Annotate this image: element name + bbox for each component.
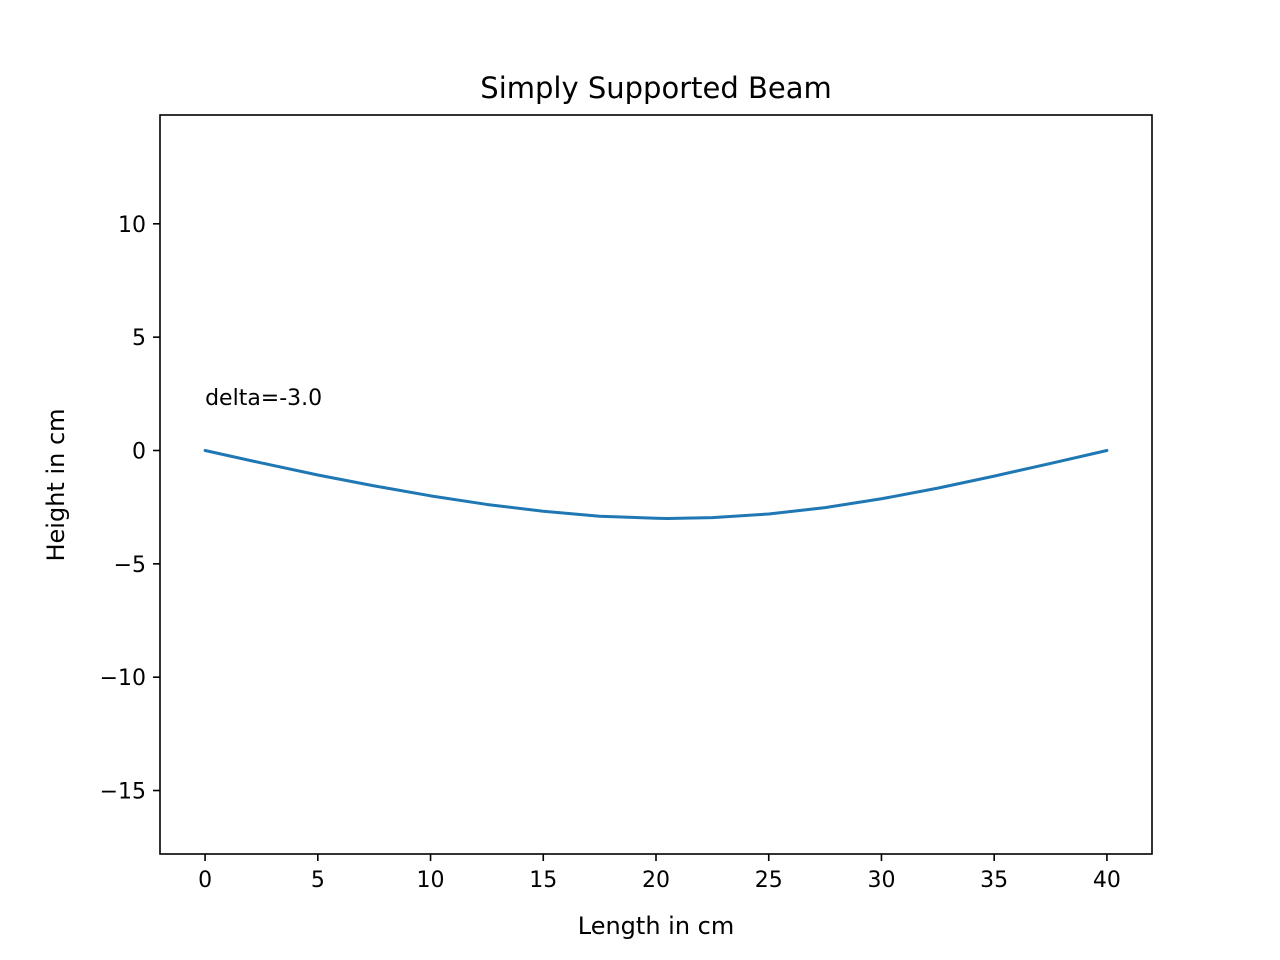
- x-tick-label: 20: [642, 868, 670, 893]
- x-axis: 0 5 10 15 20 25 30 35 40: [198, 854, 1121, 893]
- y-axis: 10 5 0 −5 −10 −15: [100, 213, 160, 805]
- x-tick-label: 40: [1093, 868, 1121, 893]
- y-tick-label: −5: [114, 553, 146, 578]
- annotations: delta=-3.0: [205, 386, 322, 411]
- x-tick-label: 30: [867, 868, 895, 893]
- x-tick-label: 15: [529, 868, 557, 893]
- y-tick-label: 0: [132, 439, 146, 464]
- delta-annotation: delta=-3.0: [205, 386, 322, 411]
- y-tick-label: 10: [118, 213, 146, 238]
- x-axis-label: Length in cm: [578, 912, 735, 940]
- x-tick-label: 5: [311, 868, 325, 893]
- y-tick-label: −10: [100, 666, 146, 691]
- y-tick-label: 5: [132, 326, 146, 351]
- x-tick-label: 35: [980, 868, 1008, 893]
- plot-area: [203, 449, 1109, 520]
- series-line-0: [203, 449, 1109, 520]
- y-axis-label: Height in cm: [42, 408, 70, 561]
- y-tick-label: −15: [100, 780, 146, 805]
- x-tick-label: 25: [755, 868, 783, 893]
- x-tick-label: 10: [417, 868, 445, 893]
- x-tick-label: 0: [198, 868, 212, 893]
- chart-title: Simply Supported Beam: [480, 71, 831, 105]
